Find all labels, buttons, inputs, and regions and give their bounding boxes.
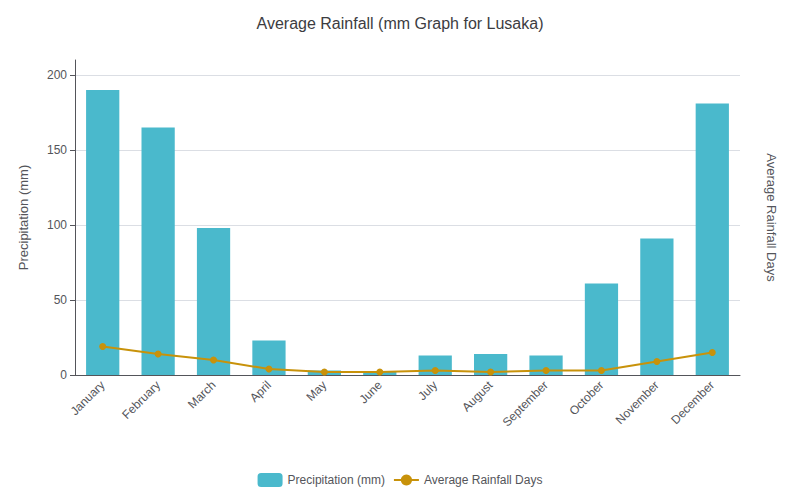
svg-text:Precipitation (mm): Precipitation (mm) [288, 473, 385, 487]
svg-text:Precipitation (mm): Precipitation (mm) [16, 165, 31, 270]
svg-text:200: 200 [47, 68, 67, 82]
svg-text:June: June [356, 378, 385, 407]
svg-text:May: May [303, 378, 329, 404]
svg-text:January: January [68, 378, 108, 418]
svg-text:July: July [415, 378, 440, 403]
svg-text:Average Rainfall (mm Graph for: Average Rainfall (mm Graph for Lusaka) [257, 15, 544, 32]
svg-text:100: 100 [47, 218, 67, 232]
svg-text:August: August [459, 378, 496, 415]
svg-text:0: 0 [60, 368, 67, 382]
svg-text:February: February [119, 378, 163, 422]
svg-text:September: September [500, 378, 551, 429]
svg-text:50: 50 [54, 293, 68, 307]
svg-text:Average Rainfall Days: Average Rainfall Days [424, 473, 543, 487]
svg-text:December: December [668, 378, 717, 427]
svg-text:150: 150 [47, 143, 67, 157]
svg-text:April: April [247, 378, 274, 405]
svg-text:November: November [613, 378, 662, 427]
svg-text:March: March [185, 378, 218, 411]
svg-text:Average Rainfall Days: Average Rainfall Days [764, 153, 779, 282]
svg-text:October: October [566, 378, 606, 418]
